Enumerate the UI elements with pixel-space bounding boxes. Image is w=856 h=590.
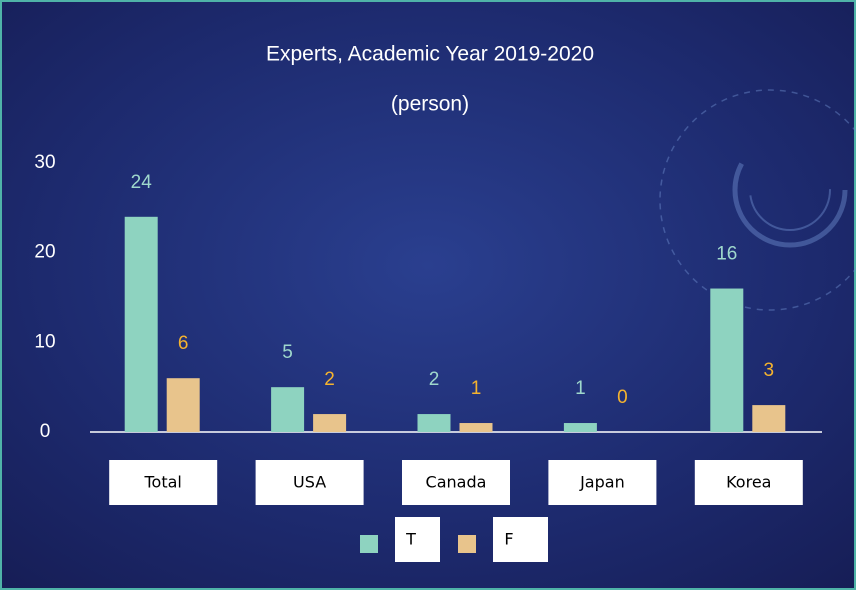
value-label: 3: [764, 360, 775, 381]
value-label: 16: [716, 244, 737, 265]
legend-swatch: [458, 535, 476, 553]
bar: [166, 378, 200, 432]
y-tick-label: 30: [34, 152, 55, 173]
x-tick-label: Japan: [579, 473, 625, 492]
category-box: [694, 460, 803, 505]
bar: [752, 405, 786, 432]
y-tick-label: 10: [34, 331, 55, 352]
value-label: 0: [617, 387, 628, 408]
bar: [417, 414, 451, 432]
category-box: [255, 460, 364, 505]
bar: [271, 387, 305, 432]
x-tick-label: USA: [293, 473, 326, 492]
value-label: 1: [575, 378, 586, 399]
value-label: 2: [429, 369, 440, 390]
legend-box: [395, 517, 440, 562]
legend-label: F: [504, 530, 513, 549]
bar: [710, 288, 744, 432]
value-label: 1: [471, 378, 482, 399]
category-box: [109, 460, 218, 505]
value-label: 5: [282, 342, 293, 363]
decoration: [659, 89, 856, 311]
category-box: [402, 460, 510, 505]
bar: [459, 423, 493, 432]
x-tick-label: Korea: [726, 473, 771, 492]
legend-label: T: [405, 530, 416, 549]
bar: [313, 414, 347, 432]
x-tick-label: Canada: [426, 473, 487, 492]
bar: [124, 216, 158, 432]
legend-box: [493, 517, 548, 562]
legend-swatch: [360, 535, 378, 553]
chart-title: Experts, Academic Year 2019-2020: [266, 43, 594, 66]
bar: [563, 423, 597, 432]
x-tick-label: Total: [144, 473, 182, 492]
chart-subtitle: (person): [391, 93, 469, 116]
y-tick-label: 20: [34, 242, 55, 263]
value-label: 6: [178, 333, 189, 354]
category-box: [548, 460, 657, 505]
value-label: 24: [131, 172, 153, 193]
value-label: 2: [324, 369, 335, 390]
y-tick-label: 0: [40, 421, 51, 442]
